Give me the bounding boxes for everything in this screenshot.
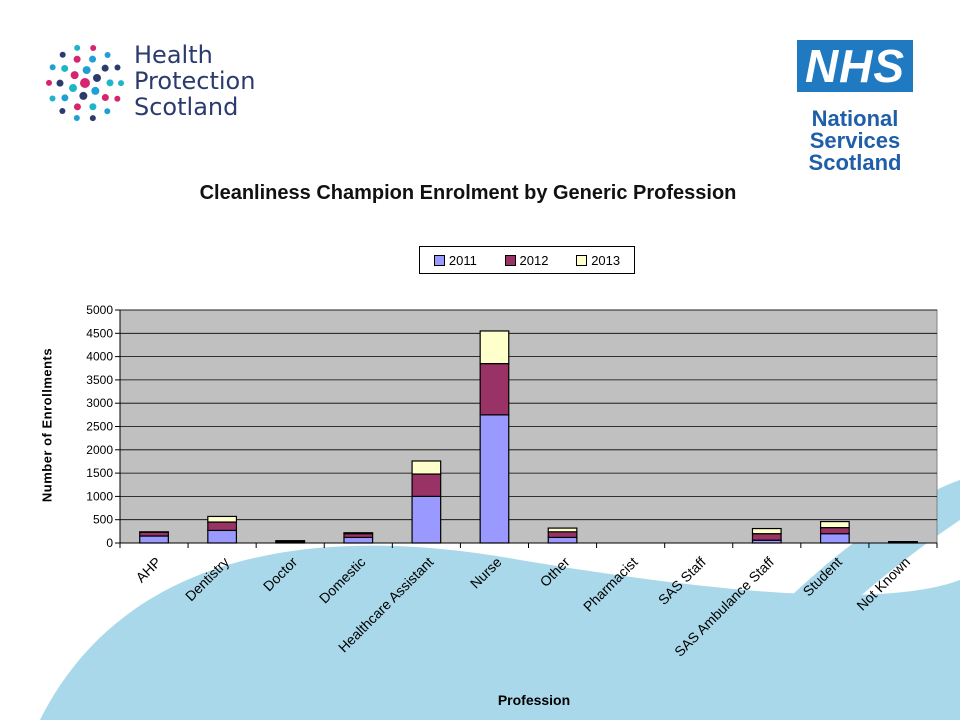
nhs-logo-line: National — [811, 106, 899, 131]
bar-segment — [751, 533, 782, 541]
bar-segment — [819, 527, 850, 535]
bar-segment — [547, 527, 578, 533]
hps-logo-dot — [90, 44, 97, 51]
hps-logo-dot — [117, 80, 124, 87]
bar-segment — [751, 527, 782, 535]
y-tick-label: 0 — [106, 536, 113, 550]
hps-logo-dot — [89, 55, 97, 63]
bar-segment — [819, 533, 850, 544]
hps-logo-dot — [80, 78, 90, 88]
nhs-logo-line: Scotland — [808, 150, 902, 175]
legend-item-2011: 2011 — [433, 252, 477, 268]
hps-logo-dot — [79, 91, 88, 100]
hps-logo-dot — [61, 94, 69, 102]
chart-title: Cleanliness Champion Enrolment by Generi… — [199, 182, 737, 204]
hps-logo-dot — [106, 79, 114, 87]
hps-logo-dot — [56, 79, 64, 87]
hps-logo-dot — [49, 64, 56, 71]
legend-label: 2012 — [519, 252, 549, 268]
y-tick-label: 2500 — [86, 420, 113, 434]
bar-segment — [547, 531, 578, 539]
hps-logo-dot — [69, 84, 78, 93]
hps-logo-dot — [73, 115, 80, 122]
y-tick-label: 4000 — [86, 350, 113, 364]
bar-segment — [411, 473, 442, 498]
bar-segment — [479, 362, 510, 416]
hps-logo-dot — [49, 95, 56, 102]
legend-swatch-2013 — [576, 254, 588, 266]
bar-segment — [139, 535, 169, 544]
bar-segment — [207, 529, 238, 544]
nhs-logo-text: National Services Scotland — [790, 108, 920, 174]
nhs-logo-mark: NHS — [796, 40, 914, 92]
y-tick-label: 3500 — [86, 373, 113, 387]
legend-label: 2013 — [591, 252, 621, 268]
bar-segment — [819, 520, 850, 529]
hps-logo-line: Scotland — [134, 93, 239, 121]
hps-logo-dot — [114, 95, 121, 102]
y-tick-label: 1500 — [86, 466, 113, 480]
hps-logo-dot — [104, 51, 111, 58]
hps-logo-dot — [89, 115, 96, 122]
hps-logo-dot — [101, 94, 109, 102]
bar-segment — [411, 460, 442, 475]
hps-logo-line: Health — [134, 41, 213, 69]
hps-logo-dot — [70, 71, 79, 80]
x-axis-title: Profession — [497, 692, 571, 708]
y-tick-label: 3000 — [86, 396, 113, 410]
hps-logo-dot — [92, 73, 101, 82]
chart-legend: 2011 2012 2013 — [419, 246, 635, 274]
legend-item-2013: 2013 — [576, 253, 620, 268]
legend-swatch-2012 — [504, 254, 516, 266]
nhs-logo-line: Services — [809, 128, 901, 153]
hps-logo-dot — [46, 79, 53, 86]
bar-segment — [343, 532, 374, 535]
hps-logo-dot — [82, 66, 91, 75]
hps-logo-dots — [46, 44, 124, 122]
x-tick-label: AHP — [132, 554, 164, 586]
hps-logo-dot — [104, 108, 111, 115]
y-tick-label: 1000 — [86, 489, 113, 503]
hps-logo-dot — [89, 103, 97, 111]
bar-segment — [207, 515, 238, 523]
hps-logo-dot — [73, 103, 81, 111]
hps-logo-dot — [59, 51, 66, 58]
hps-logo-dot — [74, 44, 81, 51]
y-tick-label: 2000 — [86, 443, 113, 457]
plot-area: 0 500 1000 1500 2000 2500 3000 3500 4000 4500 5000… — [86, 303, 938, 660]
hps-logo-dot — [59, 108, 66, 115]
hps-logo-dot — [91, 86, 100, 95]
bar-segment — [479, 414, 510, 544]
bar-segment — [207, 521, 238, 532]
bar-segment — [411, 495, 442, 544]
hps-logo-line: Protection — [134, 67, 256, 95]
hps-logo-text: Health Protection Scotland — [134, 42, 255, 120]
legend-item-2012: 2012 — [504, 252, 549, 268]
hps-logo-dot — [114, 64, 121, 71]
hps-logo-dot — [101, 64, 109, 72]
y-tick-label: 5000 — [86, 303, 113, 317]
hps-logo-dot — [61, 64, 69, 72]
y-tick-label: 4500 — [86, 326, 113, 340]
bar-segment — [343, 536, 374, 544]
nhs-logo: NHS National Services Scotland — [790, 40, 920, 174]
y-axis-title: Number of Enrollments — [39, 347, 55, 503]
legend-label: 2011 — [448, 252, 477, 268]
bar-segment — [547, 536, 578, 544]
legend-swatch-2011 — [433, 254, 445, 266]
y-tick-label: 500 — [93, 513, 113, 527]
bar-segment — [479, 330, 510, 365]
hps-logo-dot — [73, 55, 81, 63]
